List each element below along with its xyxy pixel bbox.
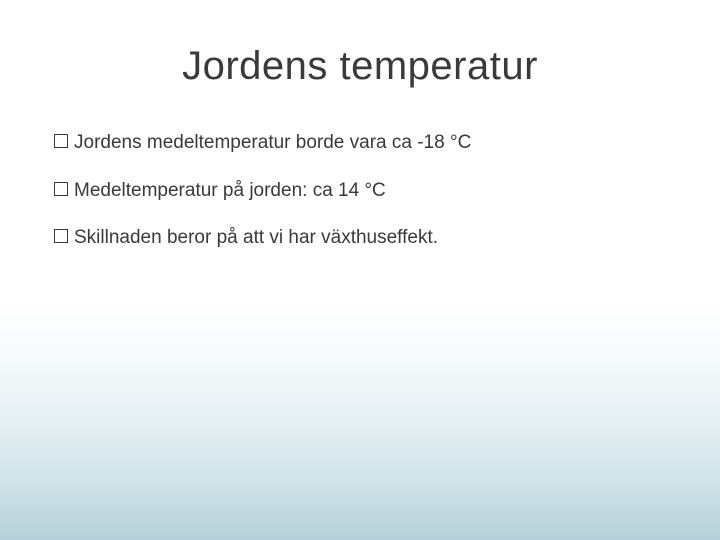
square-bullet-icon (54, 134, 68, 148)
list-item: Jordens medeltemperatur borde vara ca -1… (54, 130, 666, 156)
slide-title: Jordens temperatur (0, 44, 720, 89)
list-item: Skillnaden beror på att vi har växthusef… (54, 225, 666, 251)
square-bullet-icon (54, 229, 68, 243)
background-gradient (0, 297, 720, 540)
list-item: Medeltemperatur på jorden: ca 14 °C (54, 178, 666, 204)
list-item-text: Medeltemperatur på jorden: ca 14 °C (74, 178, 666, 204)
bullet-list: Jordens medeltemperatur borde vara ca -1… (54, 130, 666, 273)
list-item-text: Jordens medeltemperatur borde vara ca -1… (74, 130, 666, 156)
square-bullet-icon (54, 182, 68, 196)
list-item-text: Skillnaden beror på att vi har växthusef… (74, 225, 666, 251)
slide: Jordens temperatur Jordens medeltemperat… (0, 0, 720, 540)
